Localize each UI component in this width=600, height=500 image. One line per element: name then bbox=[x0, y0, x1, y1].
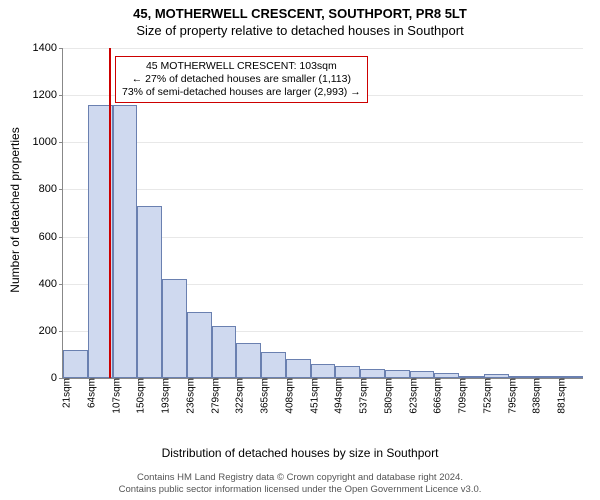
annotation-line-1: 45 MOTHERWELL CRESCENT: 103sqm bbox=[122, 60, 361, 73]
x-tick-label: 795sqm bbox=[503, 378, 518, 414]
x-tick-label: 537sqm bbox=[355, 378, 370, 414]
x-axis-label: Distribution of detached houses by size … bbox=[0, 446, 600, 460]
x-tick-label: 150sqm bbox=[132, 378, 147, 414]
footer-line-2: Contains public sector information licen… bbox=[0, 484, 600, 496]
x-tick-label: 279sqm bbox=[206, 378, 221, 414]
y-tick-label: 400 bbox=[39, 278, 63, 290]
histogram-bar bbox=[385, 370, 410, 378]
gridline-h bbox=[63, 189, 583, 190]
histogram-bar bbox=[162, 279, 187, 378]
x-tick-label: 494sqm bbox=[330, 378, 345, 414]
histogram-bar bbox=[261, 352, 286, 378]
x-tick-label: 666sqm bbox=[429, 378, 444, 414]
plot-area: 020040060080010001200140021sqm64sqm107sq… bbox=[62, 48, 583, 379]
histogram-bar bbox=[113, 105, 138, 378]
histogram-bar bbox=[286, 359, 311, 378]
y-tick-label: 1400 bbox=[33, 42, 63, 54]
histogram-bar bbox=[212, 326, 237, 378]
histogram-bar bbox=[187, 312, 212, 378]
histogram-bar bbox=[137, 206, 162, 378]
x-tick-label: 881sqm bbox=[553, 378, 568, 414]
annotation-line-3: 73% of semi-detached houses are larger (… bbox=[122, 86, 361, 99]
histogram-bar bbox=[335, 366, 360, 378]
x-tick-label: 451sqm bbox=[305, 378, 320, 414]
y-tick-label: 600 bbox=[39, 231, 63, 243]
annotation-box: 45 MOTHERWELL CRESCENT: 103sqm ← 27% of … bbox=[115, 56, 368, 103]
x-tick-label: 21sqm bbox=[58, 378, 73, 408]
x-tick-label: 64sqm bbox=[82, 378, 97, 408]
x-tick-label: 236sqm bbox=[181, 378, 196, 414]
gridline-h bbox=[63, 48, 583, 49]
x-tick-label: 107sqm bbox=[107, 378, 122, 414]
reference-marker bbox=[109, 48, 111, 378]
annotation-line-2: ← 27% of detached houses are smaller (1,… bbox=[122, 73, 361, 86]
chart-container: 45, MOTHERWELL CRESCENT, SOUTHPORT, PR8 … bbox=[0, 0, 600, 500]
x-tick-label: 709sqm bbox=[454, 378, 469, 414]
y-tick-label: 800 bbox=[39, 183, 63, 195]
x-tick-label: 365sqm bbox=[256, 378, 271, 414]
y-tick-label: 200 bbox=[39, 325, 63, 337]
histogram-bar bbox=[360, 369, 385, 378]
x-tick-label: 322sqm bbox=[231, 378, 246, 414]
chart-subtitle: Size of property relative to detached ho… bbox=[0, 21, 600, 38]
x-tick-label: 580sqm bbox=[379, 378, 394, 414]
x-tick-label: 193sqm bbox=[157, 378, 172, 414]
histogram-bar bbox=[236, 343, 261, 378]
x-tick-label: 408sqm bbox=[280, 378, 295, 414]
histogram-bar bbox=[311, 364, 336, 378]
gridline-h bbox=[63, 142, 583, 143]
footer-line-1: Contains HM Land Registry data © Crown c… bbox=[0, 472, 600, 484]
x-tick-label: 838sqm bbox=[528, 378, 543, 414]
chart-title: 45, MOTHERWELL CRESCENT, SOUTHPORT, PR8 … bbox=[0, 0, 600, 21]
x-tick-label: 752sqm bbox=[478, 378, 493, 414]
y-tick-label: 1200 bbox=[33, 89, 63, 101]
x-tick-label: 623sqm bbox=[404, 378, 419, 414]
histogram-bar bbox=[63, 350, 88, 378]
footer-attribution: Contains HM Land Registry data © Crown c… bbox=[0, 472, 600, 496]
y-axis-label: Number of detached properties bbox=[8, 127, 22, 292]
y-tick-label: 1000 bbox=[33, 136, 63, 148]
histogram-bar bbox=[410, 371, 435, 378]
